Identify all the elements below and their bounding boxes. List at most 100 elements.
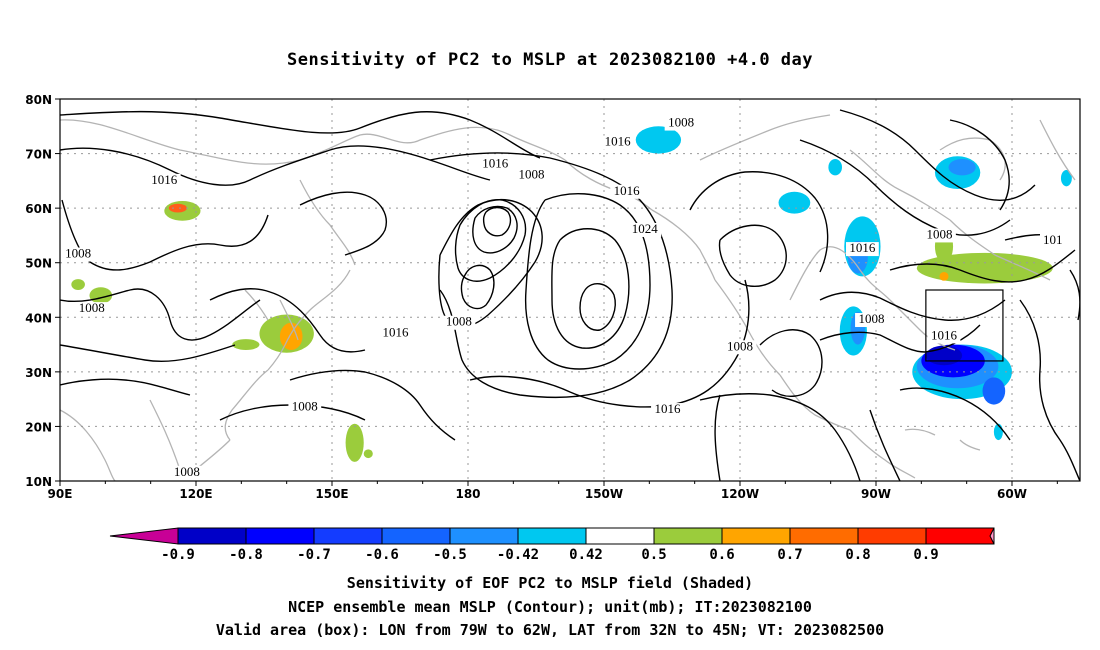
colorbar-segment-4 — [449, 527, 519, 545]
contour-label-bg-13 — [288, 400, 322, 415]
mslp-contour-1 — [60, 145, 491, 186]
mslp-contour-7 — [299, 191, 387, 256]
contour-label-bg-11 — [723, 340, 757, 355]
shaded-region-25 — [916, 252, 1053, 284]
shaded-region-3 — [71, 279, 85, 290]
mslp-contour-11 — [454, 199, 527, 282]
mslp-contour-20 — [689, 171, 829, 273]
coastline-segment-7 — [244, 289, 269, 321]
contour-labels: 1016 1008 1008 1016 1008 1016 1008 1016 1024 1016… — [61, 115, 1066, 480]
coastline-segment-17 — [849, 149, 951, 221]
contour-label-5: 1016 — [605, 134, 632, 149]
colorbar-label-9: 0.7 — [777, 547, 802, 563]
contour-label-11: 1008 — [727, 338, 753, 353]
colorbar-segment-5 — [517, 527, 587, 545]
shaded-region-27 — [939, 271, 949, 281]
lon-label-90E: 90E — [48, 487, 73, 501]
contour-label-4: 1008 — [518, 166, 544, 181]
mslp-contour-35 — [869, 409, 901, 481]
caption-line-3: Valid area (box): LON from 79W to 62W, L… — [215, 621, 885, 639]
contour-label-bg-14 — [170, 465, 204, 480]
lat-label-60N: 60N — [25, 202, 52, 216]
contour-label-6: 1008 — [668, 115, 694, 130]
lat-label-80N: 80N — [25, 93, 52, 107]
contour-label-8: 1024 — [632, 221, 659, 236]
mslp-contour-14 — [460, 264, 495, 310]
shaded-region-19 — [925, 345, 963, 366]
mslp-contour-26 — [839, 109, 1036, 201]
mslp-contour-4 — [60, 344, 236, 363]
mslp-contour-22 — [759, 329, 823, 397]
coastline-segment-13 — [849, 429, 916, 479]
mslp-contour-24 — [714, 394, 721, 481]
coastline-segment-15 — [889, 299, 956, 351]
mslp-contour-12 — [472, 205, 518, 254]
coastline-segment-18 — [949, 219, 1051, 281]
contour-label-10: 1008 — [446, 314, 472, 329]
contour-label-bg-17 — [855, 313, 888, 328]
shaded-region-1 — [168, 203, 187, 213]
mslp-contour-13 — [482, 206, 512, 237]
colorbar-segment-2 — [313, 527, 383, 545]
mslp-contour-19 — [469, 279, 750, 408]
coastline-segment-20 — [1039, 119, 1076, 181]
colorbar-label-10: 0.8 — [845, 547, 870, 563]
mslp-contour-30 — [889, 249, 1076, 283]
coastline-segment-21 — [904, 428, 936, 436]
contour-label-bg-6 — [664, 116, 698, 131]
mslp-contour-27 — [949, 119, 1010, 211]
lon-label-180: 180 — [455, 487, 480, 501]
contour-label-18: 1016 — [931, 327, 958, 342]
coastline-segment-3 — [224, 369, 269, 441]
colorbar-right-arrow — [989, 527, 995, 545]
lat-label-70N: 70N — [25, 148, 52, 162]
lat-label-20N: 20N — [25, 420, 52, 434]
caption-line-1: Sensitivity of EOF PC2 to MSLP field (Sh… — [346, 574, 754, 592]
shaded-region-10 — [778, 191, 811, 214]
contour-label-17: 1008 — [858, 311, 884, 326]
contour-label-3: 1016 — [482, 155, 509, 170]
colorbar-segment-10 — [857, 527, 927, 545]
caption-line-2: NCEP ensemble mean MSLP (Contour); unit(… — [288, 598, 812, 616]
lat-label-10N: 10N — [25, 475, 52, 489]
colorbar-label-7: 0.5 — [641, 547, 666, 563]
colorbar-label-0: -0.9 — [161, 547, 195, 563]
shaded-region-5 — [279, 322, 303, 351]
colorbar-label-11: 0.9 — [913, 547, 938, 563]
mslp-contour-3 — [60, 288, 261, 341]
mslp-contour-33 — [1069, 269, 1080, 321]
mslp-contour-25 — [799, 139, 1011, 236]
gridlines — [60, 99, 1080, 481]
contour-label-bg-2 — [75, 302, 109, 317]
contour-label-bg-4 — [515, 168, 548, 183]
colorbar-segment-11 — [925, 527, 995, 545]
coastline-segment-11 — [714, 279, 781, 376]
colorbar: -0.9 -0.8 -0.7 -0.6 -0.5 -0.42 0.42 0.5 0.6 0.7 0.… — [109, 527, 995, 563]
coastline-segment-2 — [267, 269, 351, 371]
contour-label-bg-16 — [846, 242, 879, 257]
coastline-segment-0 — [60, 119, 566, 165]
contour-label-bg-15 — [923, 228, 956, 243]
mslp-contour-21 — [718, 224, 787, 287]
colorbar-label-8: 0.6 — [709, 547, 734, 563]
mslp-contour-5 — [60, 378, 191, 396]
colorbar-segment-3 — [381, 527, 451, 545]
contour-label-14: 1008 — [174, 464, 200, 479]
lon-label-150E: 150E — [315, 487, 348, 501]
contour-label-2: 1008 — [79, 300, 105, 315]
colorbar-label-6: 0.42 — [569, 547, 603, 563]
coastline-segment-6 — [149, 399, 181, 471]
colorbar-label-5: -0.42 — [497, 547, 539, 563]
shaded-region-7 — [345, 423, 364, 462]
shaded-region-9 — [635, 126, 682, 154]
coastline-segment-22 — [959, 439, 981, 451]
contour-label-16: 1016 — [849, 240, 876, 255]
colorbar-label-3: -0.6 — [365, 547, 399, 563]
shaded-region-8 — [363, 449, 373, 459]
coastline-segment-14 — [789, 246, 891, 301]
colorbar-label-1: -0.8 — [229, 547, 263, 563]
mslp-contour-28 — [819, 291, 1006, 321]
mslp-contour-16 — [524, 192, 651, 370]
coastline-segment-12 — [779, 374, 851, 431]
